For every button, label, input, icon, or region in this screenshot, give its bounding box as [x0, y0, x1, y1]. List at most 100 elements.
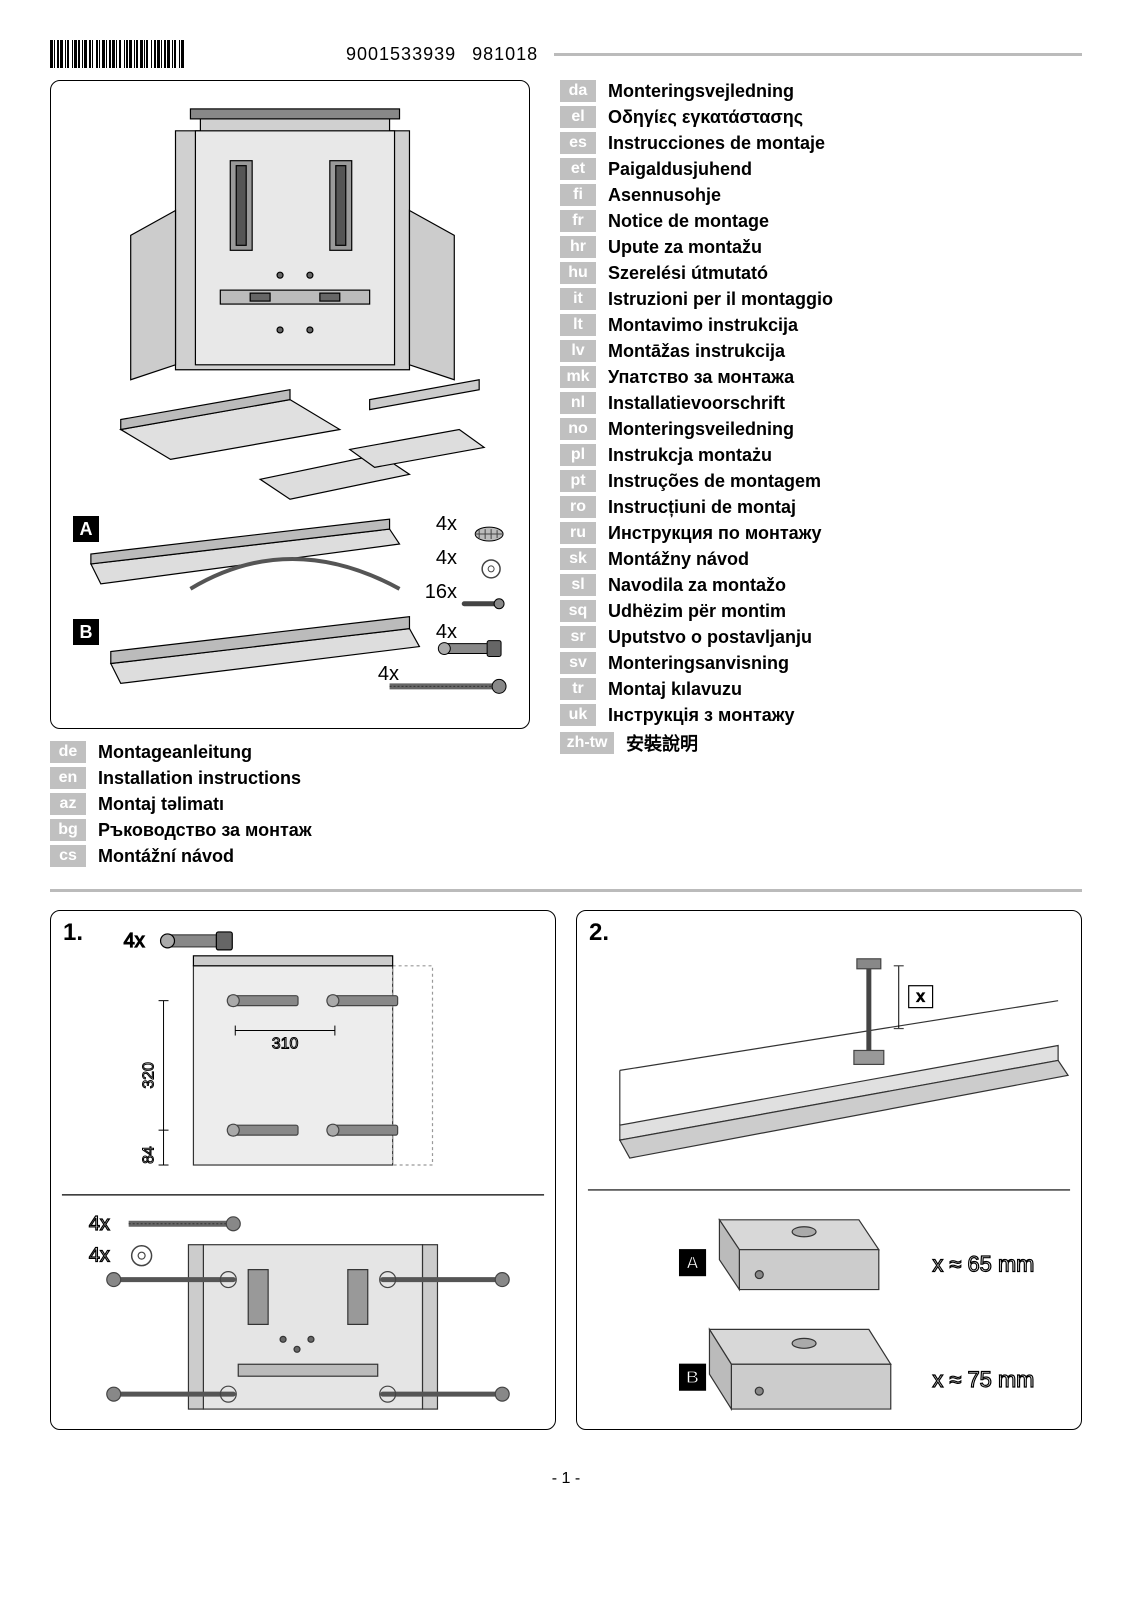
language-code: tr [560, 678, 596, 700]
language-row: tr Montaj kılavuzu [560, 678, 1082, 700]
header-rule [554, 53, 1082, 56]
language-row: es Instrucciones de montaje [560, 132, 1082, 154]
language-code: sv [560, 652, 596, 674]
language-code: lv [560, 340, 596, 362]
language-row: hrUpute za montažu [560, 236, 1082, 258]
svg-text:x: x [917, 989, 925, 1006]
svg-text:4x: 4x [89, 1245, 110, 1267]
language-label: Montážny návod [608, 549, 749, 570]
language-code: hu [560, 262, 596, 284]
language-code: uk [560, 704, 596, 726]
language-row: lv Montāžas instrukcija [560, 340, 1082, 362]
language-row: zh-tw 安裝說明 [560, 730, 1082, 756]
language-row: ltMontavimo instrukcija [560, 314, 1082, 336]
language-row: elΟδηγίες εγκατάστασης [560, 106, 1082, 128]
language-label: Navodila za montažo [608, 575, 786, 596]
language-label: Notice de montage [608, 211, 769, 232]
language-row: it Istruzioni per il montaggio [560, 288, 1082, 310]
language-label: Installatievoorschrift [608, 393, 785, 414]
svg-text:B: B [686, 1367, 699, 1387]
language-label: Instrukcja montażu [608, 445, 772, 466]
language-row: fi Asennusohje [560, 184, 1082, 206]
language-code: fi [560, 184, 596, 206]
language-code: pl [560, 444, 596, 466]
language-code: nl [560, 392, 596, 414]
qty-screw: 16x [425, 581, 457, 604]
language-label: Paigaldusjuhend [608, 159, 752, 180]
language-code: sq [560, 600, 596, 622]
language-code: es [560, 132, 596, 154]
language-label: Udhëzim për montim [608, 601, 786, 622]
barcode [50, 40, 330, 68]
doc-number: 9001533939 [346, 44, 456, 65]
language-row: csMontážní návod [50, 845, 530, 867]
language-label: Uputstvo o postavljanju [608, 627, 812, 648]
language-row: roInstrucțiuni de montaj [560, 496, 1082, 518]
exploded-diagram: A B 4x 4x 16x 4x 4x [50, 80, 530, 729]
svg-text:310: 310 [272, 1036, 299, 1053]
language-code: hr [560, 236, 596, 258]
language-row: enInstallation instructions [50, 767, 530, 789]
language-label: Montaj təlimatı [98, 794, 224, 815]
language-row: nl Installatievoorschrift [560, 392, 1082, 414]
language-label: Инструкция по монтажу [608, 523, 821, 544]
language-code: de [50, 741, 86, 763]
language-code: no [560, 418, 596, 440]
language-row: ukІнструкція з монтажу [560, 704, 1082, 726]
language-row: fr Notice de montage [560, 210, 1082, 232]
language-label: Asennusohje [608, 185, 721, 206]
svg-text:4x: 4x [89, 1213, 110, 1235]
document-header: 9001533939 981018 [50, 40, 1082, 68]
label-a-badge: A [73, 516, 99, 542]
language-label: Montaj kılavuzu [608, 679, 742, 700]
language-label: Οδηγίες εγκατάστασης [608, 107, 803, 128]
language-row: da Monteringsvejledning [560, 80, 1082, 102]
language-row: ruИнструкция по монтажу [560, 522, 1082, 544]
language-code: bg [50, 819, 86, 841]
language-row: sk Montážny návod [560, 548, 1082, 570]
qty-anchor: 4x [436, 513, 457, 536]
language-code: sk [560, 548, 596, 570]
language-label: Montāžas instrukcija [608, 341, 785, 362]
language-row: sq Udhëzim për montim [560, 600, 1082, 622]
language-label: Szerelési útmutató [608, 263, 768, 284]
language-label: Monteringsvejledning [608, 81, 794, 102]
language-label: Ръководство за монтаж [98, 820, 312, 841]
language-label: Monteringsveiledning [608, 419, 794, 440]
language-code: et [560, 158, 596, 180]
language-code: ro [560, 496, 596, 518]
language-label: Installation instructions [98, 768, 301, 789]
svg-text:320: 320 [141, 1062, 158, 1089]
step-2: 2. x [576, 910, 1082, 1430]
language-row: pl Instrukcja montażu [560, 444, 1082, 466]
language-row: srUputstvo o postavljanju [560, 626, 1082, 648]
svg-text:x ≈ 75 mm: x ≈ 75 mm [932, 1367, 1034, 1392]
svg-text:4x: 4x [124, 930, 145, 952]
language-row: ptInstruções de montagem [560, 470, 1082, 492]
qty-washer: 4x [436, 547, 457, 570]
language-label: 安裝說明 [626, 730, 698, 756]
qty-rod: 4x [378, 663, 399, 686]
step-1-number: 1. [63, 919, 83, 947]
language-code: zh-tw [560, 732, 614, 754]
language-label: Instrucciones de montaje [608, 133, 825, 154]
language-code: da [560, 80, 596, 102]
language-row: azMontaj təlimatı [50, 793, 530, 815]
language-label: Montážní návod [98, 846, 234, 867]
language-label: Упатство за монтажа [608, 367, 794, 388]
label-b-badge: B [73, 619, 99, 645]
language-list-left: deMontageanleitungenInstallation instruc… [50, 741, 530, 867]
language-code: sl [560, 574, 596, 596]
step-1: 1. 4x [50, 910, 556, 1430]
language-code: it [560, 288, 596, 310]
language-code: fr [560, 210, 596, 232]
language-label: Montavimo instrukcija [608, 315, 798, 336]
language-row: no Monteringsveiledning [560, 418, 1082, 440]
language-label: Instruções de montagem [608, 471, 821, 492]
language-label: Istruzioni per il montaggio [608, 289, 833, 310]
language-row: hu Szerelési útmutató [560, 262, 1082, 284]
language-code: mk [560, 366, 596, 388]
section-divider [50, 889, 1082, 892]
page-footer: - 1 - [50, 1470, 1082, 1488]
svg-text:x ≈ 65 mm: x ≈ 65 mm [932, 1252, 1034, 1277]
